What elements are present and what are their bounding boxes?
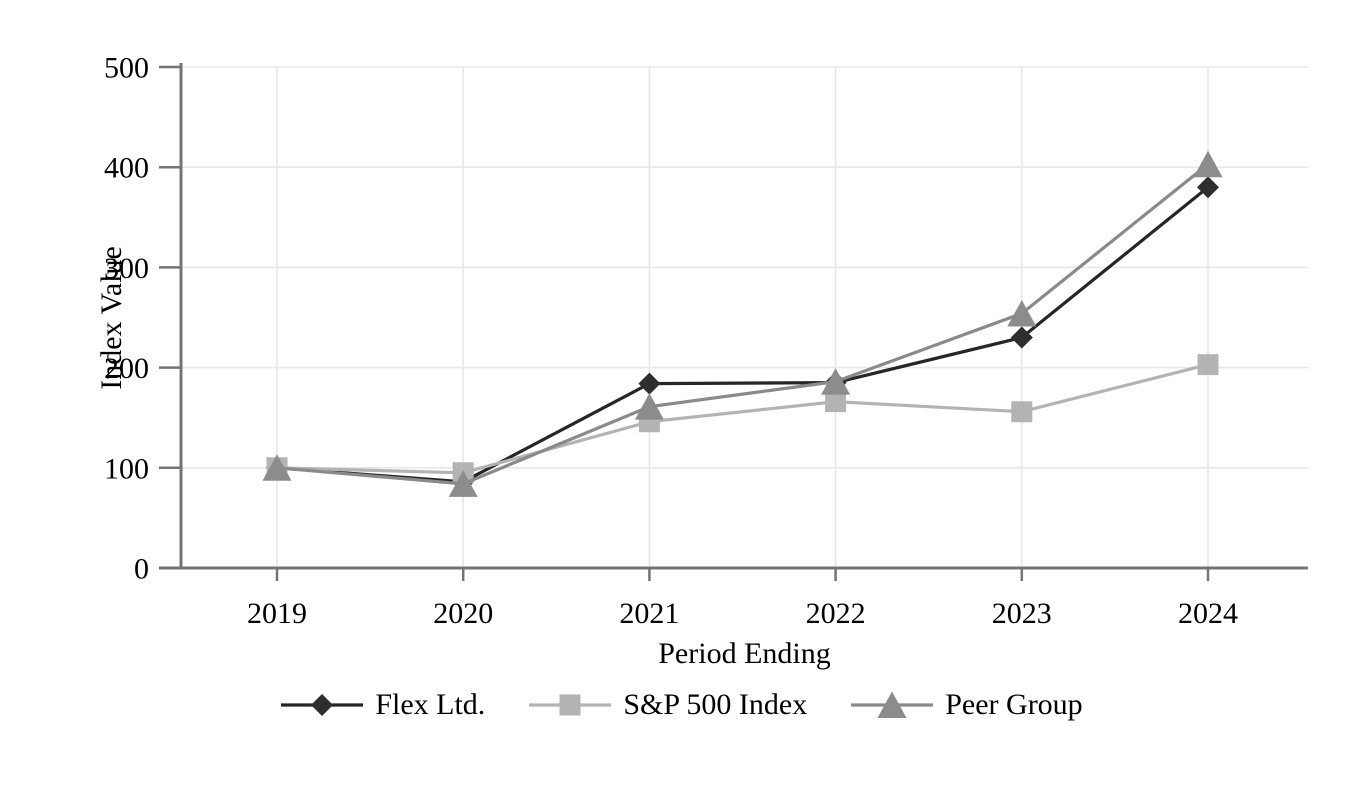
flex-line-diamond-swatch-icon bbox=[281, 694, 364, 716]
y-tick-label: 300 bbox=[104, 252, 149, 285]
x-tick-label: 2022 bbox=[806, 597, 866, 630]
series-s-p-500-index bbox=[266, 354, 1219, 484]
series-line bbox=[276, 363, 1209, 475]
y-tick-label: 400 bbox=[104, 152, 149, 185]
legend-item-peer-group: Peer Group bbox=[851, 688, 1083, 722]
legend-swatch-marker bbox=[559, 694, 581, 716]
data-point-marker bbox=[1010, 326, 1033, 349]
data-point-marker bbox=[1193, 150, 1223, 178]
data-point-marker bbox=[1197, 176, 1219, 199]
legend-item-flex: Flex Ltd. bbox=[281, 688, 485, 722]
series-line bbox=[276, 162, 1210, 486]
axes bbox=[159, 63, 1308, 581]
legend-label: S&P 500 Index bbox=[623, 688, 808, 721]
x-axis-title: Period Ending bbox=[658, 637, 831, 670]
y-tick-label: 0 bbox=[134, 553, 149, 586]
x-tick-label: 2023 bbox=[992, 597, 1052, 630]
x-tick-label: 2021 bbox=[619, 597, 679, 630]
series-line bbox=[276, 185, 1210, 484]
series-peer-group bbox=[262, 150, 1223, 497]
y-axis-title: Index Value bbox=[95, 246, 128, 390]
x-tick-label: 2024 bbox=[1178, 597, 1238, 630]
data-point-marker bbox=[1011, 401, 1033, 423]
series-flex-ltd- bbox=[266, 176, 1219, 493]
y-tick-label: 200 bbox=[104, 352, 149, 385]
x-tick-label: 2020 bbox=[433, 597, 493, 630]
tick-labels: 0 100 200 300 400 500 2019 2020 2021 2022 2023 2024 bbox=[104, 52, 1238, 631]
legend-swatch-marker bbox=[877, 691, 907, 718]
y-tick-label: 500 bbox=[104, 52, 149, 85]
data-point-marker bbox=[1007, 299, 1037, 327]
data-point-marker bbox=[448, 470, 478, 497]
gridlines bbox=[181, 66, 1308, 568]
peer-group-line-triangle-swatch-icon bbox=[851, 691, 934, 718]
data-point-marker bbox=[262, 454, 292, 481]
x-tick-label: 2019 bbox=[247, 597, 307, 630]
legend-item-sp500: S&P 500 Index bbox=[529, 688, 807, 722]
legend-swatch-marker bbox=[311, 694, 334, 716]
data-point-marker bbox=[638, 372, 661, 395]
sp500-line-square-swatch-icon bbox=[529, 694, 612, 716]
data-point-marker bbox=[821, 368, 851, 395]
y-tick-label: 100 bbox=[104, 452, 149, 485]
legend-label: Peer Group bbox=[945, 688, 1083, 721]
chart-legend: Flex Ltd. S&P 500 Index Peer Group bbox=[0, 688, 1364, 722]
data-point-marker bbox=[634, 393, 664, 420]
data-point-marker bbox=[825, 391, 847, 413]
data-point-marker bbox=[1197, 354, 1219, 376]
legend-label: Flex Ltd. bbox=[375, 688, 486, 721]
